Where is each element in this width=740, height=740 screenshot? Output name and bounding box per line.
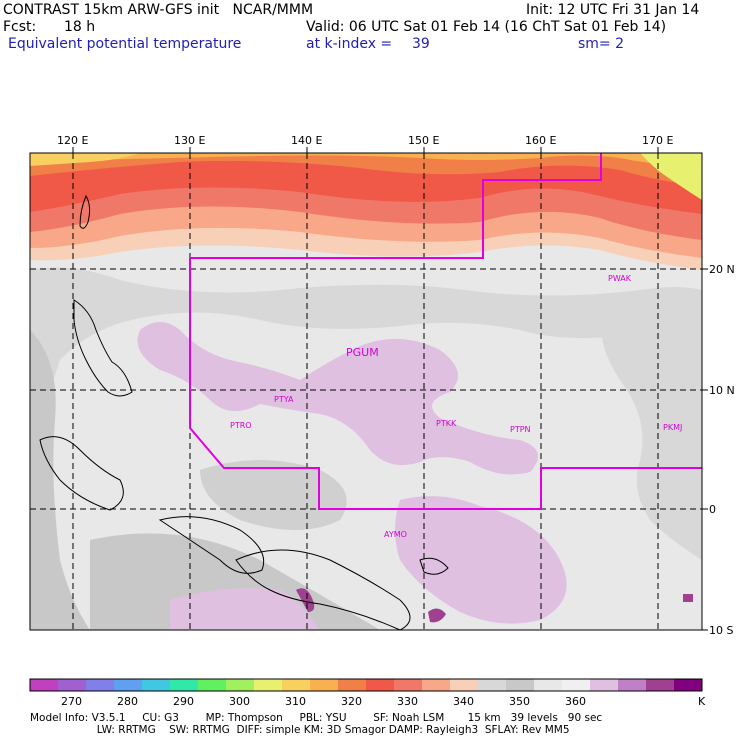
station-pwak: PWAK — [608, 274, 632, 283]
colorbar-cell — [86, 679, 115, 691]
colorbar-cell — [254, 679, 283, 691]
colorbar-cell — [450, 679, 479, 691]
colorbar-cell — [226, 679, 255, 691]
colorbar-cell — [310, 679, 339, 691]
band-310 — [640, 153, 702, 200]
purple-core-east — [683, 594, 693, 602]
lat-label-10n: 10 N — [709, 384, 735, 397]
lon-label-120e: 120 E — [57, 134, 89, 147]
level-value: 39 — [412, 36, 430, 52]
colorbar-label-270: 270 — [61, 695, 82, 708]
colorbar-unit: K — [698, 695, 706, 708]
colorbar-label-290: 290 — [173, 695, 194, 708]
purple-zone-png — [170, 588, 320, 630]
lon-label-140e: 140 E — [291, 134, 323, 147]
colorbar-label-280: 280 — [117, 695, 138, 708]
map-frame — [29, 152, 703, 631]
station-ptya: PTYA — [274, 395, 294, 404]
boundary-south — [189, 258, 702, 510]
model-info-line1: Model Info: V3.5.1 CU: G3 MP: Thompson P… — [30, 712, 603, 724]
band-325 — [30, 153, 702, 186]
station-pgum: PGUM — [346, 346, 379, 359]
gray-zone-east — [600, 320, 702, 560]
gray-zone-west — [30, 330, 90, 630]
colorbar-label-300: 300 — [229, 695, 250, 708]
band-315 — [30, 153, 140, 166]
lon-label-150e: 150 E — [408, 134, 440, 147]
lon-label-130e: 130 E — [174, 134, 206, 147]
station-pkmj: PKMJ — [663, 423, 682, 432]
colorbar-cell — [562, 679, 591, 691]
model-info-line2: LW: RRTMG SW: RRTMG DIFF: simple KM: 3D … — [30, 724, 570, 736]
boundary-north — [190, 153, 602, 259]
level-label: at k-index = — [306, 36, 393, 52]
purple-zone-gum — [137, 322, 538, 475]
axis-ticks — [72, 147, 708, 631]
colorbar-cell — [30, 679, 59, 691]
station-labels: PGUM PTYA PTRO PTKK PTPN PKMJ PWAK AYMO — [230, 274, 682, 539]
colorbar-cell — [394, 679, 423, 691]
colorbar-frame — [29, 678, 703, 692]
station-aymo: AYMO — [384, 530, 407, 539]
smoothing-value: sm= 2 — [578, 36, 625, 52]
sulawesi-coast — [158, 516, 265, 574]
lon-label-160e: 160 E — [525, 134, 557, 147]
valid-time: Valid: 06 UTC Sat 01 Feb 14 (16 ChT Sat … — [306, 19, 667, 35]
lon-label-170e: 170 E — [642, 134, 674, 147]
colorbar-cell — [114, 679, 143, 691]
lat-label-10s: 10 S — [709, 624, 734, 637]
purple-core-png — [296, 588, 315, 612]
station-ptkk: PTKK — [436, 419, 457, 428]
colorbar-cell — [366, 679, 395, 691]
theta-e-field — [30, 153, 702, 630]
colorbar-cell — [646, 679, 675, 691]
colorbar-label-340: 340 — [453, 695, 474, 708]
forecast-label: Fcst: — [3, 19, 37, 35]
colorbar-cell — [422, 679, 451, 691]
colorbar-label-310: 310 — [285, 695, 306, 708]
gray-zone-north — [30, 267, 702, 470]
band-320 — [30, 153, 702, 168]
colorbar-cell — [338, 679, 367, 691]
borneo-coast — [39, 436, 124, 511]
colorbar-cell — [58, 679, 87, 691]
colorbar-cell — [590, 679, 619, 691]
colorbar-cell — [170, 679, 199, 691]
colorbar-cell — [618, 679, 647, 691]
init-time: Init: 12 UTC Fri 31 Jan 14 — [526, 2, 700, 18]
band-330 — [30, 153, 702, 214]
new-britain-coast — [419, 557, 449, 575]
gray-zone-central — [200, 460, 347, 530]
colorbar-label-360: 360 — [565, 695, 586, 708]
colorbar-cell — [674, 679, 703, 691]
colorbar — [29, 678, 703, 692]
station-ptro: PTRO — [230, 421, 252, 430]
lat-label-20n: 20 N — [709, 263, 735, 276]
colorbar-cell — [282, 679, 311, 691]
model-title: CONTRAST 15km ARW-GFS init NCAR/MMM — [3, 2, 314, 18]
station-ptpn: PTPN — [510, 425, 531, 434]
colorbar-label-330: 330 — [397, 695, 418, 708]
colorbar-cell — [478, 679, 507, 691]
colorbar-cell — [198, 679, 227, 691]
colorbar-label-320: 320 — [341, 695, 362, 708]
purple-core-south — [428, 608, 446, 623]
lat-label-0: 0 — [709, 503, 716, 516]
field-name: Equivalent potential temperature — [8, 36, 242, 52]
taiwan-coast — [79, 194, 91, 229]
colorbar-cell — [142, 679, 171, 691]
forecast-hour: 18 h — [64, 19, 96, 35]
philippines-coast — [73, 299, 133, 397]
domain-boundary — [189, 153, 702, 510]
purple-zone-south — [395, 496, 567, 624]
colorbar-cell — [534, 679, 563, 691]
colorbar-cell — [506, 679, 535, 691]
colorbar-label-350: 350 — [509, 695, 530, 708]
